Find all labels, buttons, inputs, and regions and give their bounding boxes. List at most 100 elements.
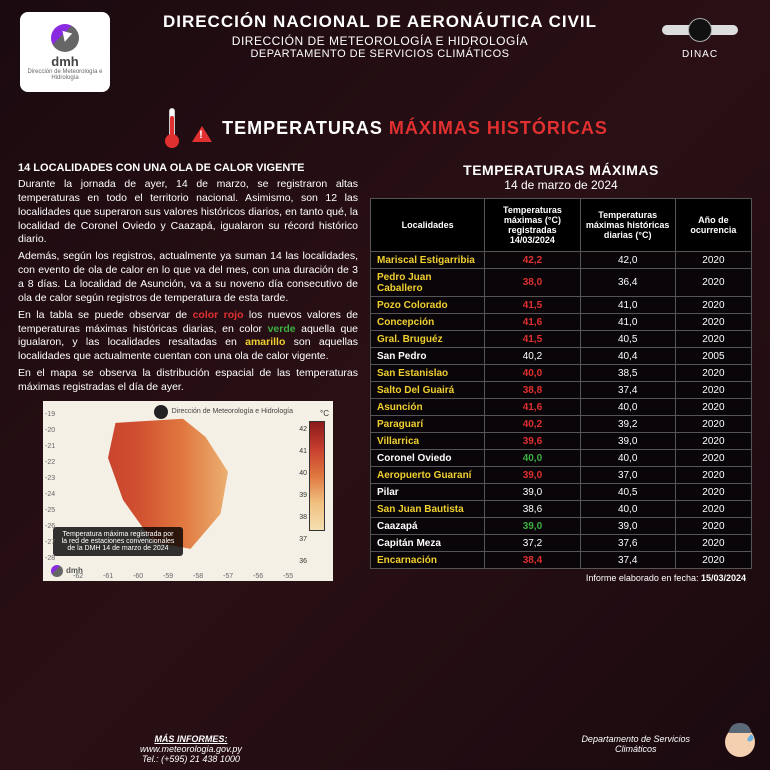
cell-t2: 40,0 [580, 399, 675, 416]
cell-yr: 2020 [675, 331, 751, 348]
cell-loc: Caazapá [371, 518, 485, 535]
table-row: Pozo Colorado41,541,02020 [371, 297, 752, 314]
title-bar: TEMPERATURAS MÁXIMAS HISTÓRICAS [0, 100, 770, 154]
hot-face-icon [717, 719, 762, 764]
table-row: Capitán Meza37,237,62020 [371, 535, 752, 552]
cell-yr: 2020 [675, 399, 751, 416]
cell-t1: 41,5 [485, 331, 580, 348]
cell-t2: 37,4 [580, 382, 675, 399]
cell-loc: San Estanislao [371, 365, 485, 382]
dmh-logo: dmh Dirección de Meteorología e Hidrolog… [20, 12, 110, 92]
right-column: TEMPERATURAS MÁXIMAS 14 de marzo de 2024… [370, 162, 752, 583]
org-line-2: DIRECCIÓN DE METEOROLOGÍA E HIDROLOGÍA [122, 34, 638, 48]
header-titles: DIRECCIÓN NACIONAL DE AERONÁUTICA CIVIL … [122, 12, 638, 60]
cell-yr: 2020 [675, 433, 751, 450]
cell-t1: 38,6 [485, 501, 580, 518]
table-row: Mariscal Estigarribia42,242,02020 [371, 252, 752, 269]
dept-line-1: Departamento de Servicios [581, 734, 690, 744]
cell-loc: Mariscal Estigarribia [371, 252, 485, 269]
cell-loc: Coronel Oviedo [371, 450, 485, 467]
footer: MÁS INFORMES: www.meteorologia.gov.py Te… [0, 734, 770, 764]
map-panel: Dirección de Meteorología e Hidrología 4… [43, 401, 333, 581]
dmh-logo-text: dmh [51, 54, 78, 69]
dmh-drop-icon [51, 24, 79, 52]
cell-t2: 39,2 [580, 416, 675, 433]
cell-yr: 2020 [675, 416, 751, 433]
thermometer-icon [162, 108, 182, 148]
org-line-1: DIRECCIÓN NACIONAL DE AERONÁUTICA CIVIL [122, 12, 638, 32]
cell-t2: 39,0 [580, 433, 675, 450]
table-row: San Pedro40,240,42005 [371, 348, 752, 365]
cell-t2: 40,0 [580, 450, 675, 467]
cell-yr: 2020 [675, 518, 751, 535]
table-row: Aeropuerto Guaraní39,037,02020 [371, 467, 752, 484]
cell-t2: 40,4 [580, 348, 675, 365]
cell-yr: 2020 [675, 467, 751, 484]
red-label: color rojo [193, 309, 244, 321]
cell-t1: 40,2 [485, 416, 580, 433]
main-title: TEMPERATURAS MÁXIMAS HISTÓRICAS [222, 118, 608, 139]
dinac-logo: DINAC [650, 12, 750, 60]
table-row: Villarrica39,639,02020 [371, 433, 752, 450]
cell-t1: 40,0 [485, 450, 580, 467]
cell-yr: 2005 [675, 348, 751, 365]
cell-yr: 2020 [675, 365, 751, 382]
table-row: San Juan Bautista38,640,02020 [371, 501, 752, 518]
cell-t1: 41,6 [485, 399, 580, 416]
cell-t1: 41,6 [485, 314, 580, 331]
cell-yr: 2020 [675, 552, 751, 569]
paragraph-3: En la tabla se puede observar de color r… [18, 309, 358, 364]
cell-yr: 2020 [675, 269, 751, 297]
table-row: San Estanislao40,038,52020 [371, 365, 752, 382]
report-date: Informe elaborado en fecha: 15/03/2024 [370, 573, 752, 583]
cell-loc: Pilar [371, 484, 485, 501]
cell-yr: 2020 [675, 484, 751, 501]
cell-yr: 2020 [675, 450, 751, 467]
cell-t1: 37,2 [485, 535, 580, 552]
cell-t1: 39,6 [485, 433, 580, 450]
cell-t1: 39,0 [485, 518, 580, 535]
map-caption: Temperatura máxima registrada por la red… [53, 527, 183, 556]
cell-t1: 40,0 [485, 365, 580, 382]
cell-loc: Concepción [371, 314, 485, 331]
cell-loc: Gral. Bruguéz [371, 331, 485, 348]
cell-loc: Capitán Meza [371, 535, 485, 552]
cell-loc: Aeropuerto Guaraní [371, 467, 485, 484]
col-temp-hist: Temperaturas máximas históricas diarias … [580, 199, 675, 252]
left-column: 14 LOCALIDADES CON UNA OLA DE CALOR VIGE… [18, 162, 358, 583]
cell-loc: Pozo Colorado [371, 297, 485, 314]
table-row: Gral. Bruguéz41,540,52020 [371, 331, 752, 348]
cell-yr: 2020 [675, 314, 751, 331]
col-localidades: Localidades [371, 199, 485, 252]
table-row: Salto Del Guairá38,837,42020 [371, 382, 752, 399]
cell-yr: 2020 [675, 535, 751, 552]
cell-t1: 40,2 [485, 348, 580, 365]
dinac-label: DINAC [650, 49, 750, 60]
green-label: verde [268, 323, 296, 335]
table-row: Caazapá39,039,02020 [371, 518, 752, 535]
cell-t1: 38,4 [485, 552, 580, 569]
cell-loc: Salto Del Guairá [371, 382, 485, 399]
table-row: Coronel Oviedo40,040,02020 [371, 450, 752, 467]
cell-t1: 42,2 [485, 252, 580, 269]
cell-loc: Asunción [371, 399, 485, 416]
table-row: Paraguarí40,239,22020 [371, 416, 752, 433]
cell-yr: 2020 [675, 501, 751, 518]
table-row: Concepción41,641,02020 [371, 314, 752, 331]
body-subtitle: 14 LOCALIDADES CON UNA OLA DE CALOR VIGE… [18, 162, 358, 174]
cell-yr: 2020 [675, 252, 751, 269]
cell-t1: 39,0 [485, 467, 580, 484]
paragraph-1: Durante la jornada de ayer, 14 de marzo,… [18, 178, 358, 247]
cell-t2: 41,0 [580, 297, 675, 314]
cell-t1: 39,0 [485, 484, 580, 501]
cell-loc: Villarrica [371, 433, 485, 450]
mas-informes-label: MÁS INFORMES: [140, 734, 242, 744]
footer-left: MÁS INFORMES: www.meteorologia.gov.py Te… [140, 734, 242, 764]
temperature-table: Localidades Temperaturas máximas (°C) re… [370, 198, 752, 569]
cell-loc: Paraguarí [371, 416, 485, 433]
cell-t2: 38,5 [580, 365, 675, 382]
table-header-row: Localidades Temperaturas máximas (°C) re… [371, 199, 752, 252]
cell-loc: Encarnación [371, 552, 485, 569]
cell-yr: 2020 [675, 382, 751, 399]
cell-yr: 2020 [675, 297, 751, 314]
